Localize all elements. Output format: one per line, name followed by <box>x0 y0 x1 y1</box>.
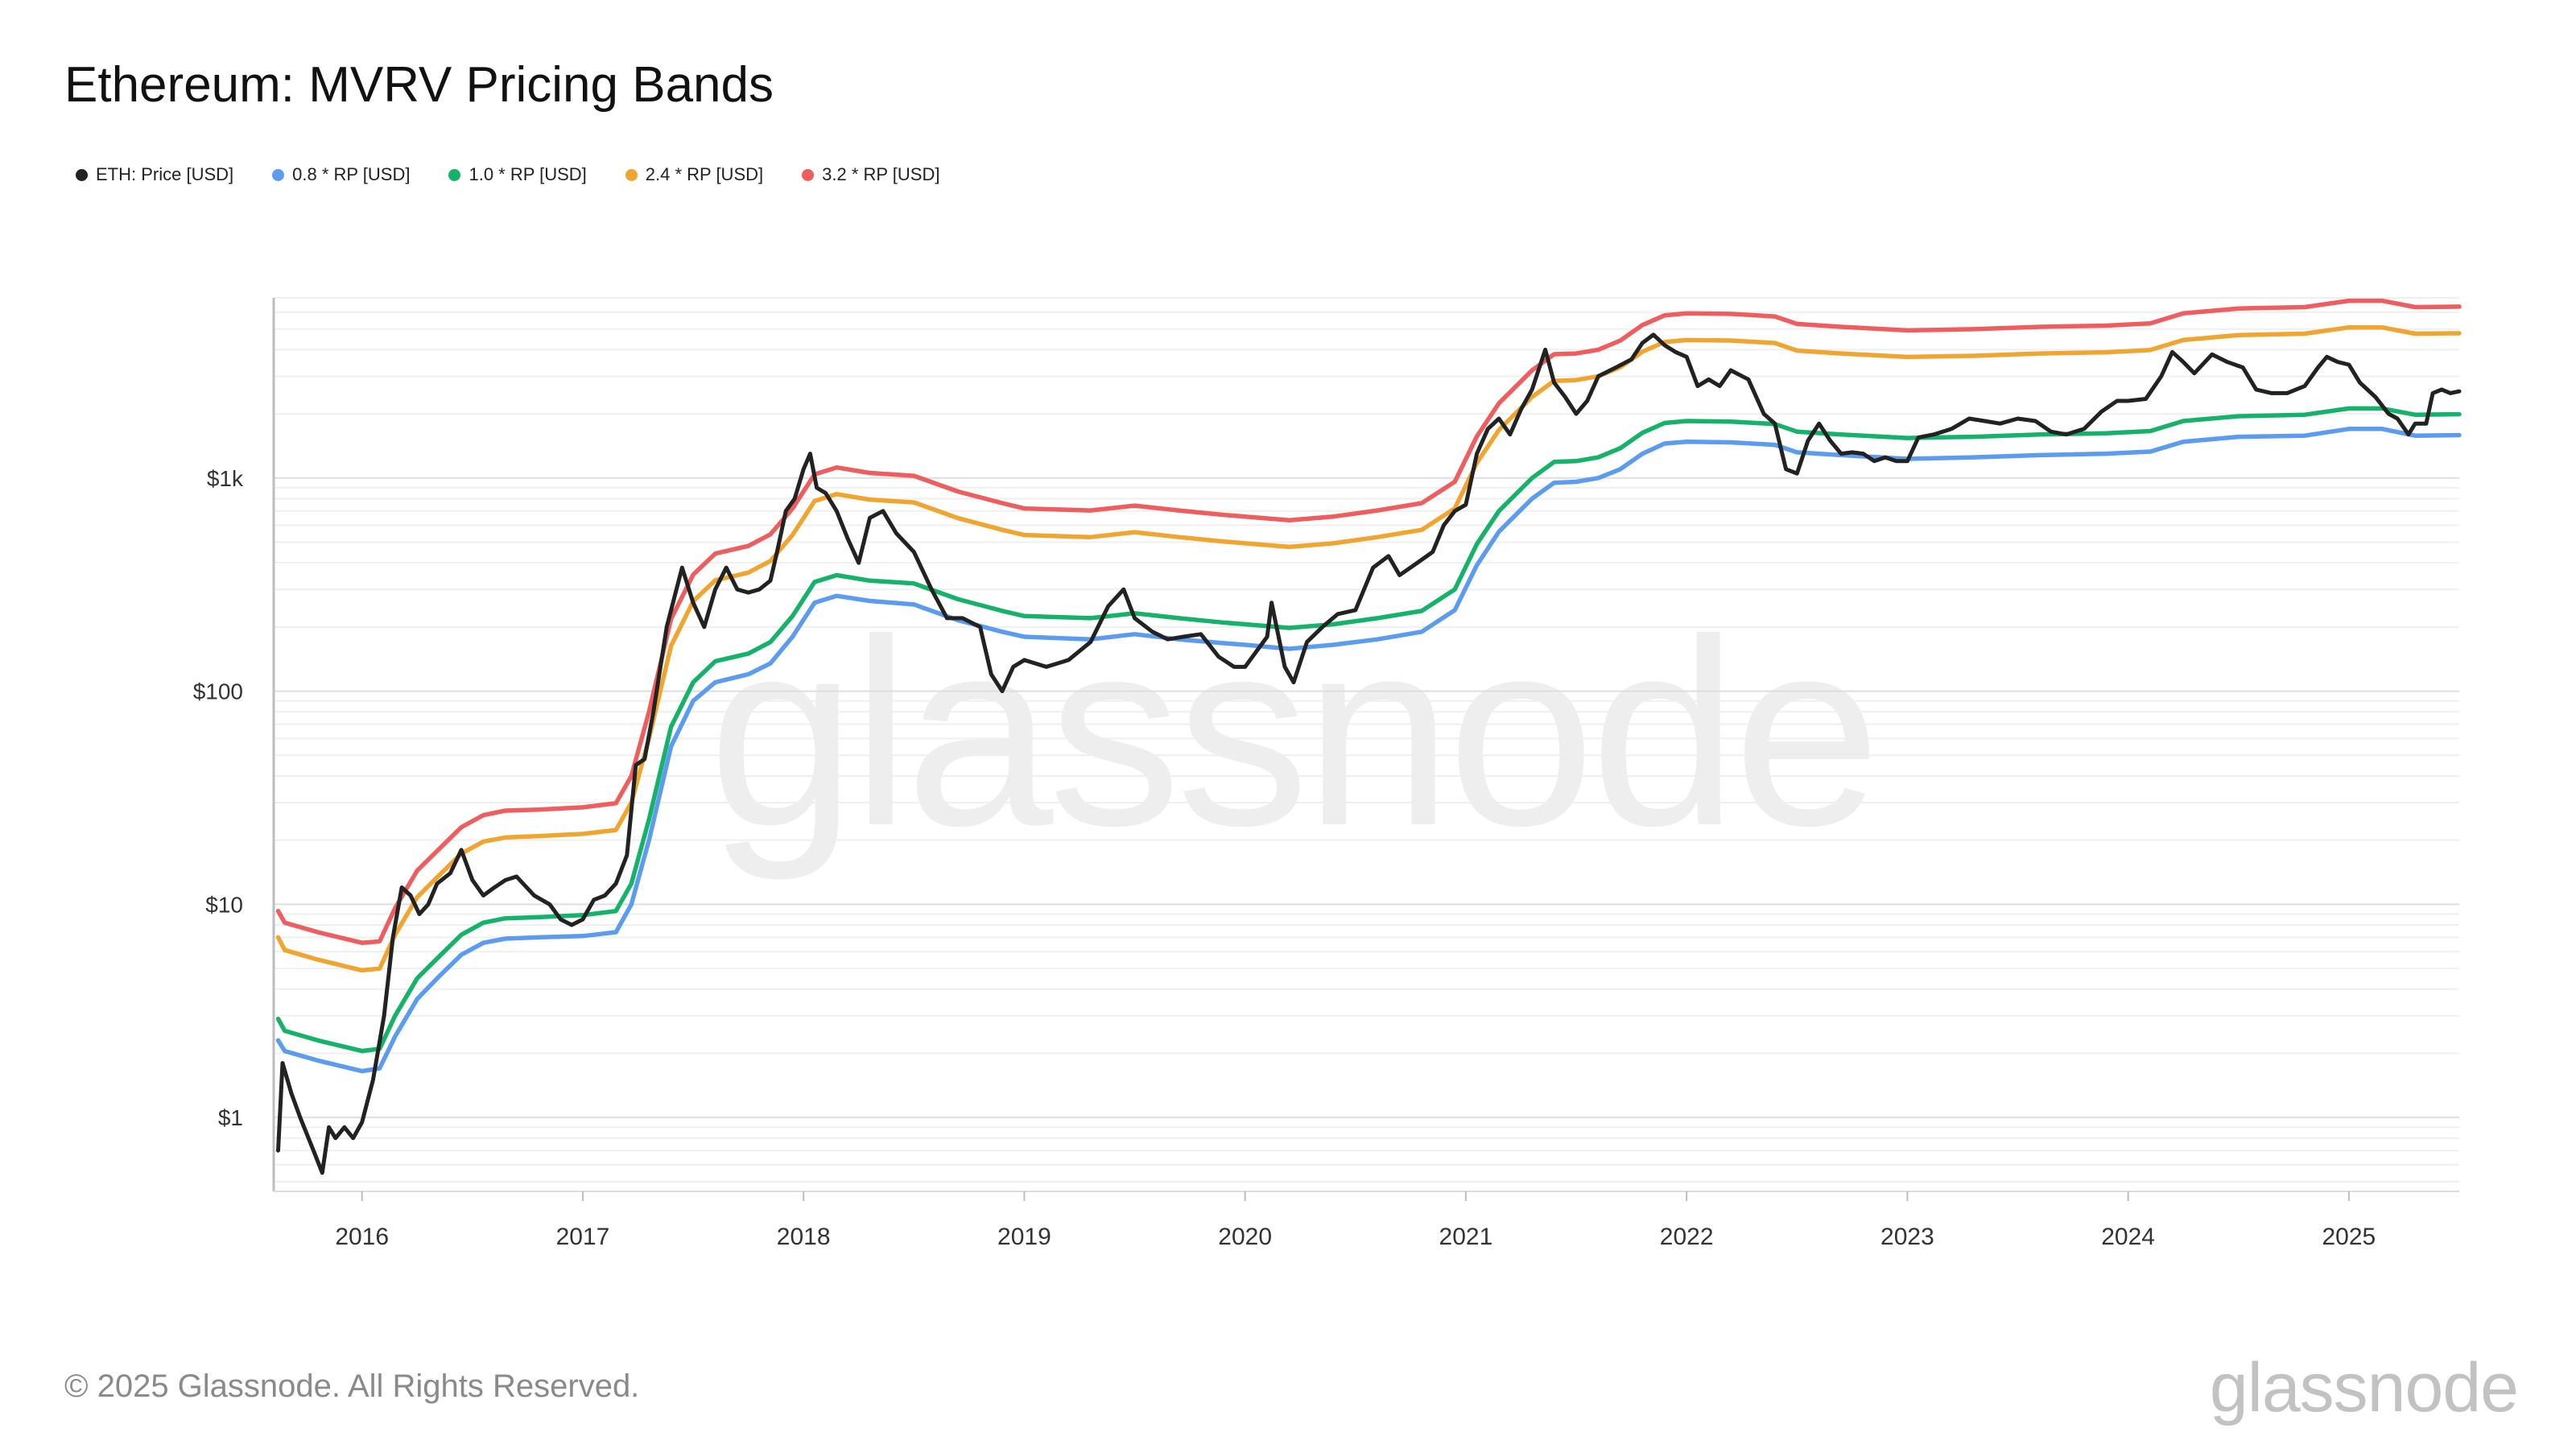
y-tick-label: $1 <box>218 1105 243 1130</box>
y-tick-label: $1k <box>207 466 244 491</box>
legend-dot-icon <box>802 168 815 181</box>
legend-dot-icon <box>272 168 285 181</box>
legend-item-2.4-rp[interactable]: 2.4 * RP [USD] <box>625 164 763 185</box>
glassnode-watermark: glassnode <box>708 584 1880 881</box>
x-tick-label: 2018 <box>777 1224 831 1250</box>
series-line-0-8-rp-usd <box>275 427 2462 1074</box>
legend-dot-icon <box>625 168 638 181</box>
legend-item-eth-price[interactable]: ETH: Price [USD] <box>76 164 233 185</box>
x-tick-label: 2021 <box>1439 1224 1493 1250</box>
copyright-text: © 2025 Glassnode. All Rights Reserved. <box>64 1368 640 1404</box>
legend-item-1.0-rp[interactable]: 1.0 * RP [USD] <box>448 164 587 185</box>
series-line-2-4-rp-usd <box>275 324 2462 973</box>
legend-label: 1.0 * RP [USD] <box>469 164 587 184</box>
legend-label: 3.2 * RP [USD] <box>822 164 940 184</box>
y-tick-label: $10 <box>205 892 243 917</box>
chart-legend: ETH: Price [USD] 0.8 * RP [USD] 1.0 * RP… <box>76 164 939 185</box>
series-line-3-2-rp-usd <box>275 298 2462 945</box>
legend-item-3.2-rp[interactable]: 3.2 * RP [USD] <box>802 164 939 185</box>
x-tick-label: 2024 <box>2101 1224 2155 1250</box>
x-tick-label: 2020 <box>1218 1224 1272 1250</box>
series-line-eth-price-usd <box>276 332 2462 1175</box>
x-tick-label: 2019 <box>997 1224 1051 1250</box>
legend-dot-icon <box>448 168 461 181</box>
series-line-1-0-rp-usd <box>275 406 2462 1054</box>
x-tick-label: 2016 <box>335 1224 389 1250</box>
y-tick-label: $100 <box>193 679 243 704</box>
x-tick-label: 2025 <box>2322 1224 2376 1250</box>
x-tick-label: 2022 <box>1660 1224 1714 1250</box>
legend-item-0.8-rp[interactable]: 0.8 * RP [USD] <box>272 164 410 185</box>
legend-label: 0.8 * RP [USD] <box>292 164 411 184</box>
legend-dot-icon <box>76 168 88 181</box>
glassnode-logo: glassnode <box>2209 1349 2519 1426</box>
x-tick-label: 2017 <box>556 1224 610 1250</box>
legend-label: 2.4 * RP [USD] <box>645 164 764 184</box>
chart-title: Ethereum: MVRV Pricing Bands <box>64 57 774 113</box>
legend-label: ETH: Price [USD] <box>96 164 234 184</box>
x-tick-label: 2023 <box>1880 1224 1934 1250</box>
